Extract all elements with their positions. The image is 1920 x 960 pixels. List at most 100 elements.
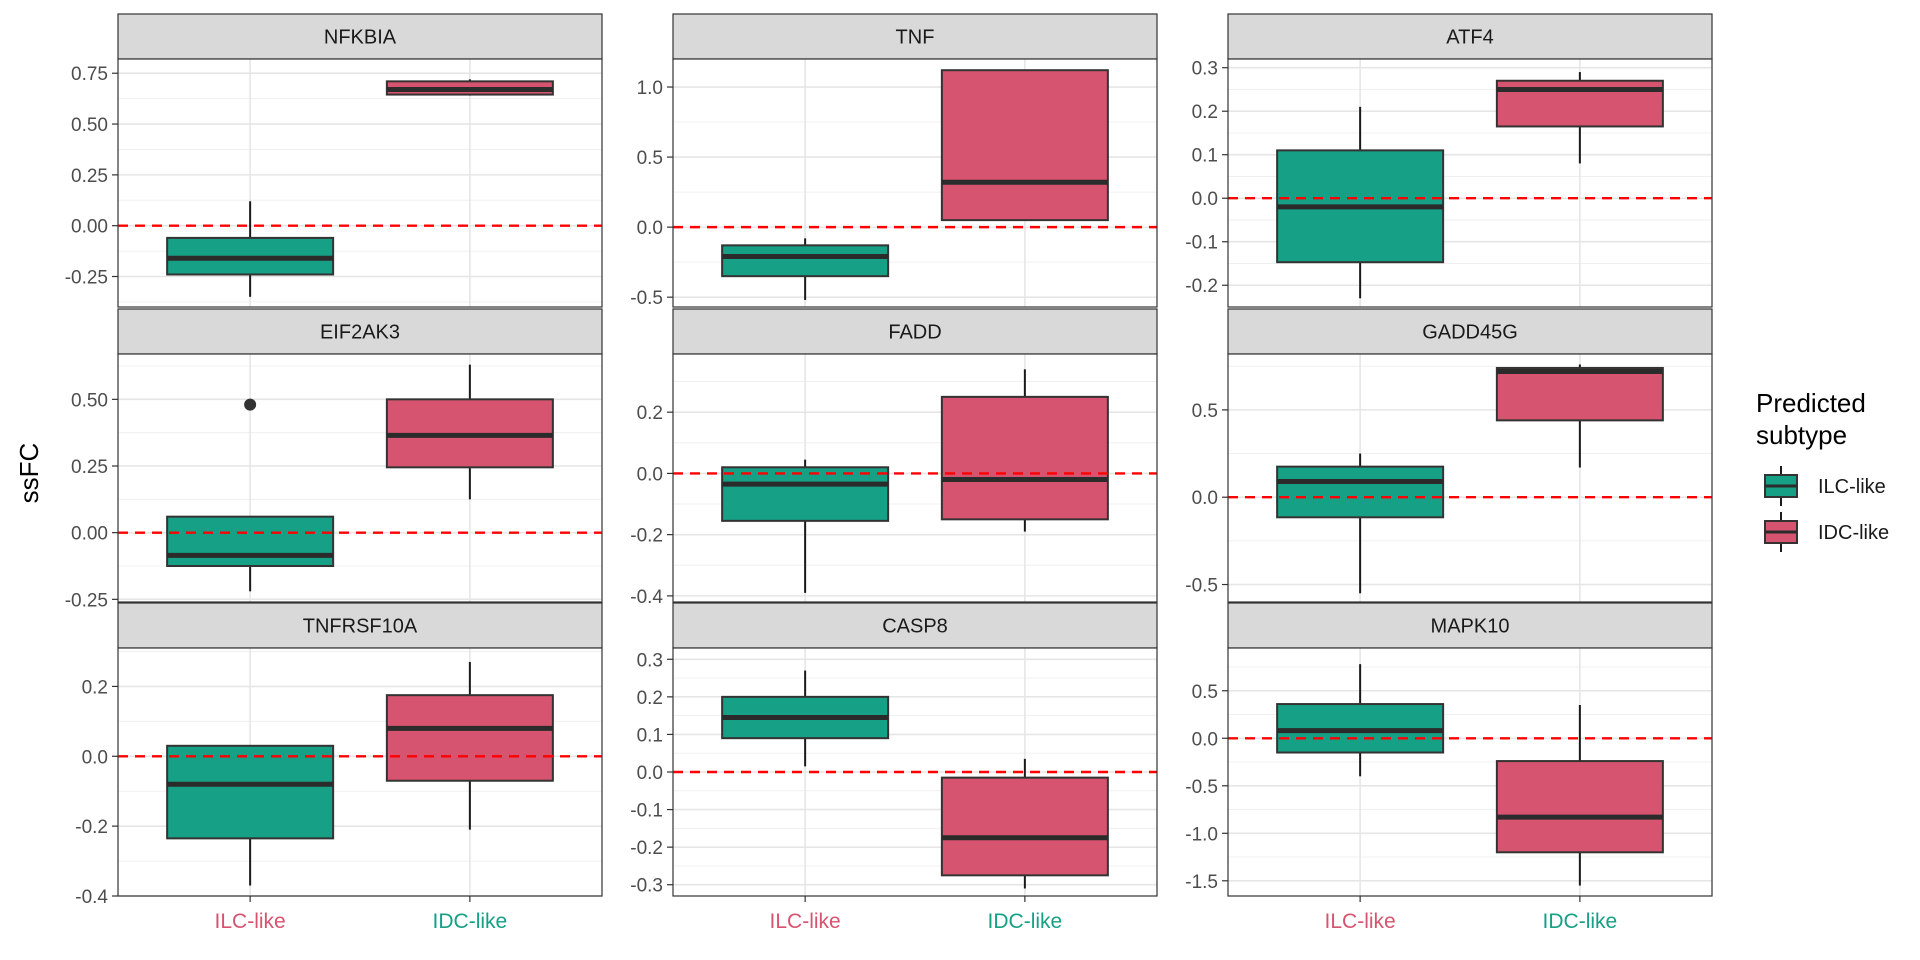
y-tick-label: 1.0	[637, 78, 663, 99]
y-tick-label: 0.2	[637, 403, 663, 424]
strip-title: TNFRSF10A	[303, 616, 418, 638]
strip-casp8	[672, 602, 1158, 649]
panel-eif2ak3: EIF2AK3 -0.25 0.00 0.25 0.50	[65, 308, 603, 611]
box-body	[1276, 465, 1445, 519]
box-ilc-like	[1276, 106, 1445, 299]
panel-border	[672, 58, 1158, 308]
y-tick-label: -0.2	[630, 838, 663, 859]
box-body	[940, 69, 1109, 222]
y-tick-label: 0.0	[1192, 729, 1218, 750]
strip-title: NFKBIA	[324, 27, 397, 49]
box-idc-like	[940, 369, 1109, 532]
legend-title: Predicted	[1756, 388, 1866, 418]
box-body	[1495, 760, 1664, 854]
y-tick-label: 0.50	[71, 390, 108, 411]
panel-nfkbia: NFKBIA -0.25 0.00 0.25 0.50 0.75	[65, 13, 603, 308]
y-tick-label: 0.0	[637, 218, 663, 239]
box-idc-like	[385, 364, 554, 500]
y-axis-title: ssFC	[14, 443, 44, 504]
y-tick-label: -0.1	[1185, 233, 1218, 254]
y-tick-label: 0.0	[82, 747, 108, 768]
panel-tnf: TNF -0.5 0.0 0.5 1.0	[630, 13, 1158, 309]
box-idc-like	[940, 69, 1109, 222]
y-tick-label: 0.1	[637, 725, 663, 746]
strip-title: EIF2AK3	[320, 322, 400, 344]
strip-fadd	[672, 308, 1158, 355]
box-body	[940, 395, 1109, 521]
x-category-label: IDC-like	[1543, 910, 1618, 933]
y-tick-label: 0.1	[1192, 146, 1218, 167]
panel-border	[117, 647, 603, 897]
box-body	[166, 515, 335, 568]
strip-tnf	[672, 13, 1158, 60]
strip-title: TNF	[896, 27, 935, 49]
box-ilc-like	[1276, 664, 1445, 777]
box-idc-like	[1495, 72, 1664, 164]
panel-border	[672, 647, 1158, 897]
y-tick-label: -0.1	[630, 801, 663, 822]
box-body	[1495, 366, 1664, 422]
y-tick-label: 0.50	[71, 115, 108, 136]
y-tick-label: -0.2	[630, 526, 663, 547]
panel-mapk10: MAPK10 -1.5 -1.0 -0.5 0.0 0.5 ILC-like IDC-like	[1185, 602, 1713, 933]
y-tick-label: 0.2	[1192, 102, 1218, 123]
strip-title: ATF4	[1446, 27, 1493, 49]
y-tick-label: 0.25	[71, 457, 108, 478]
y-tick-label: -0.4	[75, 887, 108, 908]
panel-border	[117, 58, 603, 308]
y-tick-label: 0.0	[1192, 189, 1218, 210]
y-tick-label: -1.5	[1185, 872, 1218, 893]
x-category-label: ILC-like	[215, 910, 286, 933]
box-idc-like	[1495, 705, 1664, 886]
panel-border	[117, 353, 603, 603]
facet-panels: NFKBIA -0.25 0.00 0.25 0.50 0.75 TNF -0.5 0.0 0.5…	[65, 13, 1713, 933]
legend-label: ILC-like	[1818, 476, 1886, 498]
panel-tnfrsf10a: TNFRSF10A -0.4 -0.2 0.0 0.2 ILC-like IDC-like	[75, 602, 603, 933]
y-tick-label: 0.3	[1192, 59, 1218, 80]
y-tick-label: -0.2	[1185, 276, 1218, 297]
box-idc-like	[940, 758, 1109, 889]
y-tick-label: -0.5	[630, 288, 663, 309]
box-ilc-like	[166, 398, 335, 592]
panel-atf4: ATF4 -0.2 -0.1 0.0 0.1 0.2 0.3	[1185, 13, 1713, 308]
y-tick-label: 0.2	[637, 688, 663, 709]
strip-eif2ak3	[117, 308, 603, 355]
panel-fadd: FADD -0.4 -0.2 0.0 0.2	[630, 308, 1158, 608]
legend-label: IDC-like	[1818, 522, 1889, 544]
y-tick-label: -1.0	[1185, 824, 1218, 845]
y-tick-label: 0.75	[71, 64, 108, 85]
strip-nfkbia	[117, 13, 603, 60]
y-tick-label: 0.5	[637, 148, 663, 169]
strip-mapk10	[1227, 602, 1713, 649]
box-body	[721, 244, 890, 278]
legend-key-ilc-like	[1764, 466, 1798, 506]
y-tick-label: -0.5	[1185, 777, 1218, 798]
y-tick-label: 0.0	[637, 464, 663, 485]
y-tick-label: 0.5	[1192, 682, 1218, 703]
box-body	[940, 776, 1109, 877]
outlier-point	[244, 398, 257, 411]
box-ilc-like	[1276, 453, 1445, 594]
strip-atf4	[1227, 13, 1713, 60]
box-body	[166, 744, 335, 840]
x-category-label: IDC-like	[988, 910, 1063, 933]
y-tick-label: -0.3	[630, 876, 663, 897]
y-tick-label: 0.0	[637, 763, 663, 784]
box-body	[721, 466, 890, 522]
legend-key-idc-like	[1764, 512, 1798, 552]
y-tick-label: 0.00	[71, 524, 108, 545]
strip-title: MAPK10	[1431, 616, 1510, 638]
y-tick-label: -0.4	[630, 587, 663, 608]
y-tick-label: 0.00	[71, 217, 108, 238]
box-ilc-like	[721, 459, 890, 593]
box-body	[385, 694, 554, 782]
y-tick-label: -0.5	[1185, 576, 1218, 597]
y-tick-label: -0.25	[65, 590, 108, 611]
x-category-label: IDC-like	[433, 910, 508, 933]
box-ilc-like	[166, 201, 335, 297]
y-tick-label: -0.2	[75, 817, 108, 838]
box-ilc-like	[721, 670, 890, 767]
y-tick-label: 0.3	[637, 650, 663, 671]
strip-title: GADD45G	[1422, 322, 1518, 344]
